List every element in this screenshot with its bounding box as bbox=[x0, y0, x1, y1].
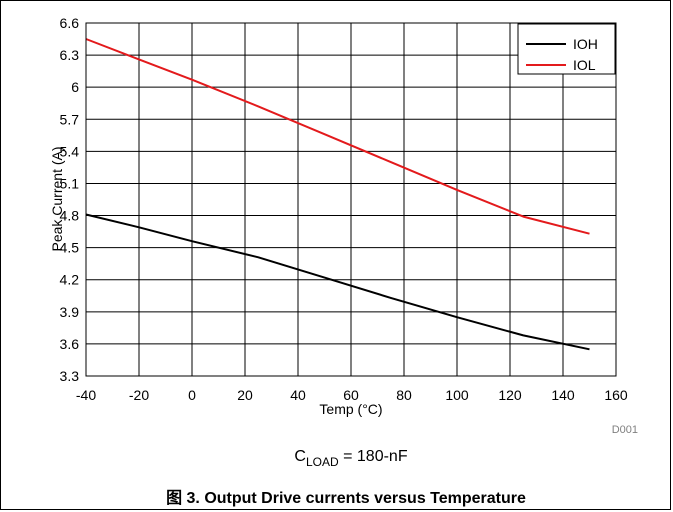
x-tick-labels: -40 -20 0 20 40 60 80 100 120 140 160 bbox=[76, 387, 628, 403]
x-tick-label: 60 bbox=[343, 387, 359, 403]
y-tick-label: 3.3 bbox=[60, 368, 80, 384]
x-tick-label: 120 bbox=[498, 387, 522, 403]
y-tick-label: 4.8 bbox=[60, 208, 80, 224]
x-axis-title: Temp (°C) bbox=[319, 401, 382, 417]
y-tick-labels: 3.3 3.6 3.9 4.2 4.5 4.8 5.1 5.4 5.7 6 6.3 6.6 bbox=[60, 15, 80, 384]
plot-border bbox=[85, 22, 617, 377]
x-tick-label: -40 bbox=[76, 387, 96, 403]
x-tick-label: 0 bbox=[188, 387, 196, 403]
y-tick-label: 6.3 bbox=[60, 47, 80, 63]
x-tick-label: 20 bbox=[237, 387, 253, 403]
legend-box bbox=[517, 23, 616, 75]
y-tick-label: 5.4 bbox=[60, 143, 80, 159]
condition-subscript: LOAD bbox=[306, 455, 339, 469]
y-tick-label: 3.9 bbox=[60, 304, 80, 320]
condition-prefix: C bbox=[294, 448, 306, 465]
chart-code-label: D001 bbox=[612, 424, 638, 436]
legend: IOH IOL bbox=[517, 23, 616, 75]
x-tick-label: 80 bbox=[396, 387, 412, 403]
y-tick-label: 5.7 bbox=[60, 111, 80, 127]
y-tick-label: 6 bbox=[71, 79, 79, 95]
y-tick-label: 4.5 bbox=[60, 240, 80, 256]
series-group bbox=[85, 38, 590, 351]
y-tick-label: 3.6 bbox=[60, 336, 80, 352]
condition-suffix: = 180-nF bbox=[339, 448, 408, 465]
figure-caption: 图 3. Output Drive currents versus Temper… bbox=[166, 489, 526, 507]
x-tick-label: -20 bbox=[129, 387, 149, 403]
x-tick-label: 40 bbox=[290, 387, 306, 403]
x-tick-label: 140 bbox=[551, 387, 575, 403]
legend-label-iol: IOL bbox=[573, 57, 596, 73]
legend-label-ioh: IOH bbox=[573, 36, 598, 52]
load-condition: CLOAD = 180-nF bbox=[294, 448, 407, 469]
x-tick-label: 160 bbox=[604, 387, 628, 403]
y-axis-title: Peak Current (A) bbox=[49, 146, 65, 251]
y-tick-label: 6.6 bbox=[60, 15, 80, 31]
series-line-iol bbox=[85, 38, 590, 235]
x-tick-label: 100 bbox=[445, 387, 469, 403]
y-tick-label: 5.1 bbox=[60, 175, 80, 191]
y-tick-label: 4.2 bbox=[60, 272, 80, 288]
series-line-ioh bbox=[85, 213, 590, 351]
